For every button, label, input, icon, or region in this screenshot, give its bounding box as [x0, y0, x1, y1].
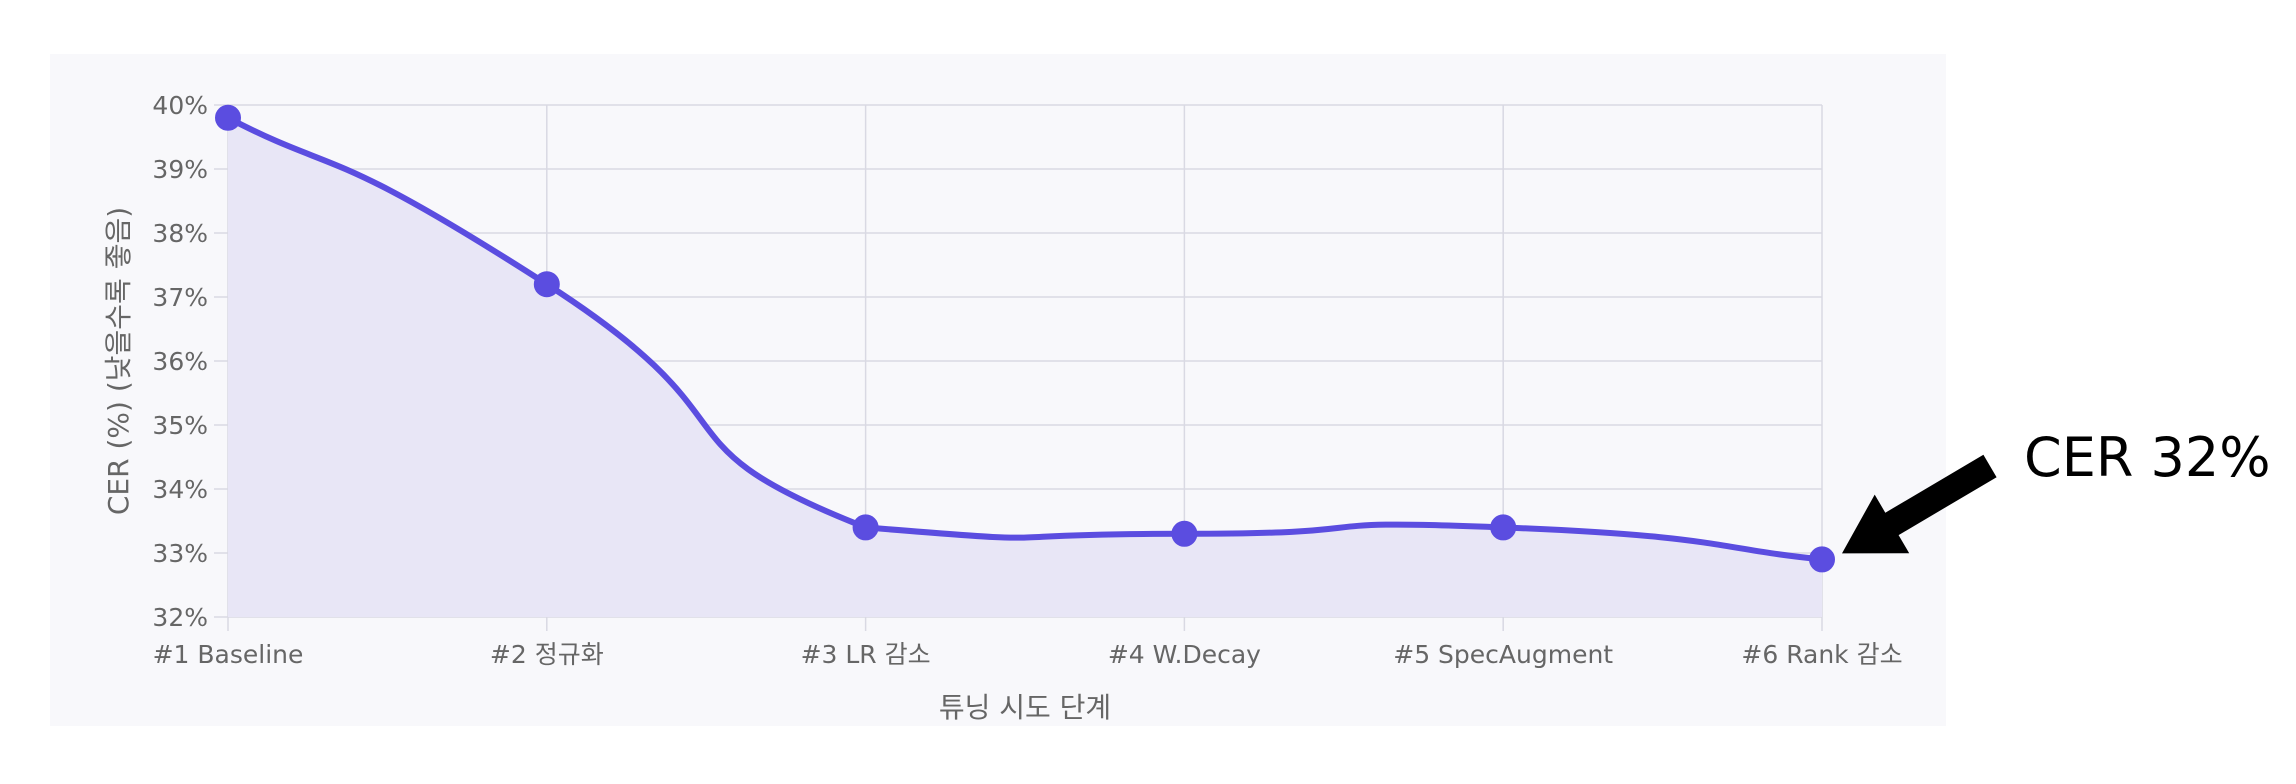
x-tick-label: #6 Rank 감소	[1741, 640, 1902, 669]
y-tick-label: 35%	[152, 411, 208, 440]
data-point-1[interactable]	[215, 104, 241, 131]
x-tick-label: #5 SpecAugment	[1393, 640, 1613, 669]
series-area-fill	[228, 117, 1822, 618]
y-tick-label: 34%	[152, 475, 208, 504]
x-tick-label: #3 LR 감소	[801, 640, 931, 669]
data-point-2[interactable]	[533, 271, 560, 298]
data-point-4[interactable]	[1171, 520, 1198, 547]
x-tick-label: #4 W.Decay	[1108, 640, 1261, 669]
data-point-6[interactable]	[1809, 546, 1835, 573]
y-tick-label: 36%	[152, 347, 208, 376]
y-axis-title: CER (%) (낮을수록 좋음)	[102, 207, 135, 515]
data-point-5[interactable]	[1490, 514, 1517, 541]
x-tick-label: #1 Baseline	[153, 640, 304, 669]
y-tick-label: 39%	[152, 155, 208, 184]
y-tick-label: 32%	[152, 603, 208, 632]
y-tick-label: 37%	[152, 283, 208, 312]
annotation-arrow-icon	[1842, 454, 1997, 554]
y-tick-label: 38%	[152, 219, 208, 248]
annotation-label: CER 32%	[2024, 426, 2271, 489]
y-tick-label: 40%	[152, 91, 208, 120]
x-axis-title: 튜닝 시도 단계	[939, 691, 1111, 724]
x-tick-label: #2 정규화	[490, 640, 604, 669]
data-point-3[interactable]	[852, 514, 879, 541]
y-tick-label: 33%	[152, 539, 208, 568]
